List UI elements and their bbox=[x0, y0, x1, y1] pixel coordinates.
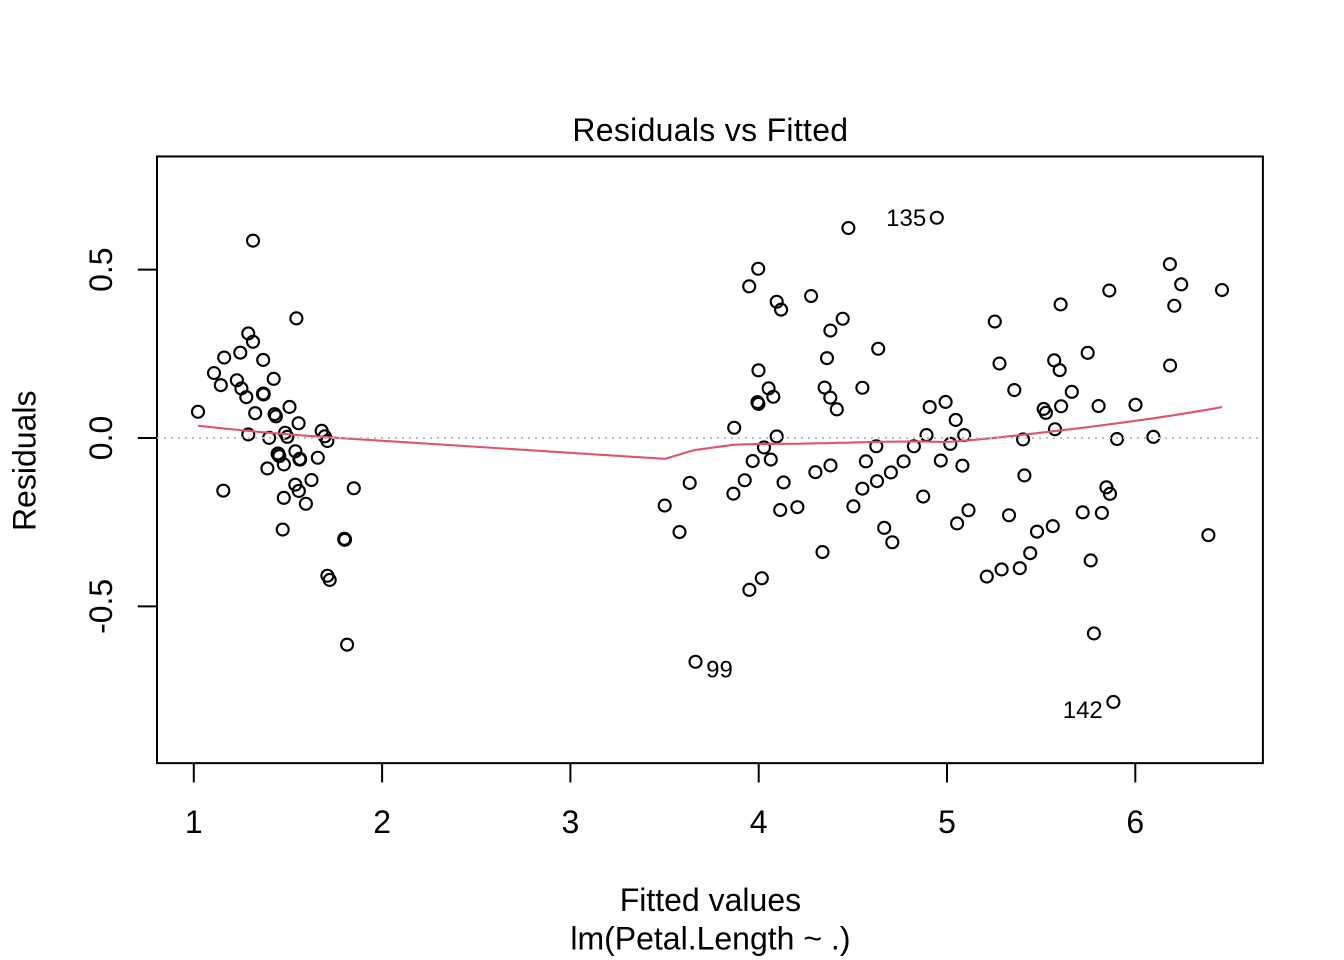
svg-text:0.5: 0.5 bbox=[83, 247, 119, 291]
svg-text:4: 4 bbox=[750, 804, 768, 840]
svg-text:142: 142 bbox=[1063, 697, 1103, 724]
svg-text:lm(Petal.Length ~ .): lm(Petal.Length ~ .) bbox=[570, 920, 850, 956]
svg-text:135: 135 bbox=[886, 205, 926, 232]
svg-text:1: 1 bbox=[185, 804, 203, 840]
svg-text:0.0: 0.0 bbox=[83, 416, 119, 460]
svg-text:-0.5: -0.5 bbox=[83, 579, 119, 634]
svg-text:3: 3 bbox=[562, 804, 580, 840]
svg-text:6: 6 bbox=[1126, 804, 1144, 840]
svg-text:99: 99 bbox=[706, 657, 733, 684]
svg-text:Residuals: Residuals bbox=[7, 391, 43, 532]
svg-text:2: 2 bbox=[373, 804, 391, 840]
svg-text:5: 5 bbox=[938, 804, 956, 840]
svg-text:Fitted values: Fitted values bbox=[620, 882, 801, 918]
svg-text:Residuals vs Fitted: Residuals vs Fitted bbox=[572, 112, 848, 148]
